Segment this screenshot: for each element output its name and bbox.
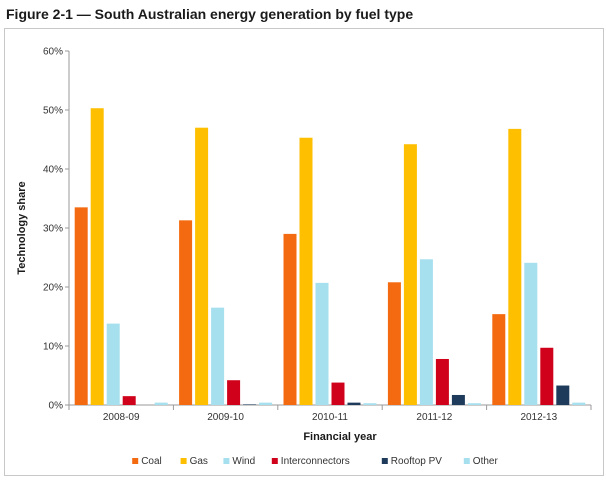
y-axis-title: Technology share: [16, 181, 28, 274]
x-tick-label: 2009-10: [207, 412, 244, 423]
legend-swatch-interconnectors: [271, 458, 278, 464]
x-tick-label: 2011-12: [416, 412, 452, 423]
bar-other: [572, 402, 586, 405]
legend-swatch-wind: [223, 458, 230, 464]
y-tick-label: 10%: [43, 342, 63, 353]
bar-rooftop-pv: [243, 404, 257, 405]
y-tick-label: 50%: [43, 106, 63, 117]
bar-wind: [106, 323, 120, 405]
bar-interconnectors: [331, 382, 345, 405]
bar-coal: [283, 233, 297, 405]
y-tick-label: 0%: [49, 401, 64, 412]
bar-rooftop-pv: [556, 385, 570, 405]
y-tick-label: 20%: [43, 283, 63, 294]
bar-other: [467, 403, 481, 405]
y-tick-label: 30%: [43, 224, 63, 235]
bar-wind: [524, 262, 538, 405]
bar-rooftop-pv: [347, 402, 361, 405]
legend-label-other: Other: [473, 456, 499, 467]
bar-coal: [492, 314, 506, 405]
legend-swatch-coal: [132, 458, 139, 464]
x-axis-title: Financial year: [303, 431, 377, 443]
bar-gas: [195, 127, 209, 405]
bar-interconnectors: [122, 396, 136, 405]
bar-wind: [315, 282, 329, 405]
x-tick-label: 2010-11: [312, 412, 348, 423]
bar-coal: [387, 282, 401, 405]
legend-label-gas: Gas: [190, 456, 208, 467]
chart-container: 0% 10% 20% 30% 40% 50% 60% 2008-09 2009-10 2010-1…: [4, 28, 604, 476]
figure-title: Figure 2-1 — South Australian energy gen…: [6, 6, 414, 22]
bar-interconnectors: [227, 380, 241, 405]
x-tick-label: 2012-13: [520, 412, 557, 423]
legend-swatch-gas: [180, 458, 187, 464]
legend-label-coal: Coal: [141, 456, 162, 467]
y-tick-label: 40%: [43, 165, 63, 176]
bar-interconnectors: [435, 358, 449, 405]
bar-other: [363, 403, 377, 405]
chart-svg: 0% 10% 20% 30% 40% 50% 60% 2008-09 2009-10 2010-1…: [16, 47, 592, 467]
bar-gas: [299, 137, 313, 405]
bar-wind: [211, 307, 225, 405]
legend-label-rooftop-pv: Rooftop PV: [391, 456, 442, 467]
bar-other: [154, 402, 168, 405]
bar-other: [259, 402, 273, 405]
bar-gas: [508, 128, 522, 405]
bar-gas: [90, 108, 104, 405]
legend-swatch-rooftop-pv: [381, 458, 388, 464]
bar-rooftop-pv: [451, 394, 465, 405]
bar-coal: [179, 220, 193, 405]
y-tick-label: 60%: [43, 47, 63, 58]
legend-label-wind: Wind: [232, 456, 255, 467]
bar-coal: [74, 207, 88, 405]
bar-wind: [419, 259, 433, 405]
bar-interconnectors: [540, 347, 554, 405]
bar-gas: [403, 144, 417, 405]
legend-swatch-other: [463, 458, 470, 464]
legend-label-interconnectors: Interconnectors: [281, 456, 350, 467]
x-tick-label: 2008-09: [103, 412, 140, 423]
